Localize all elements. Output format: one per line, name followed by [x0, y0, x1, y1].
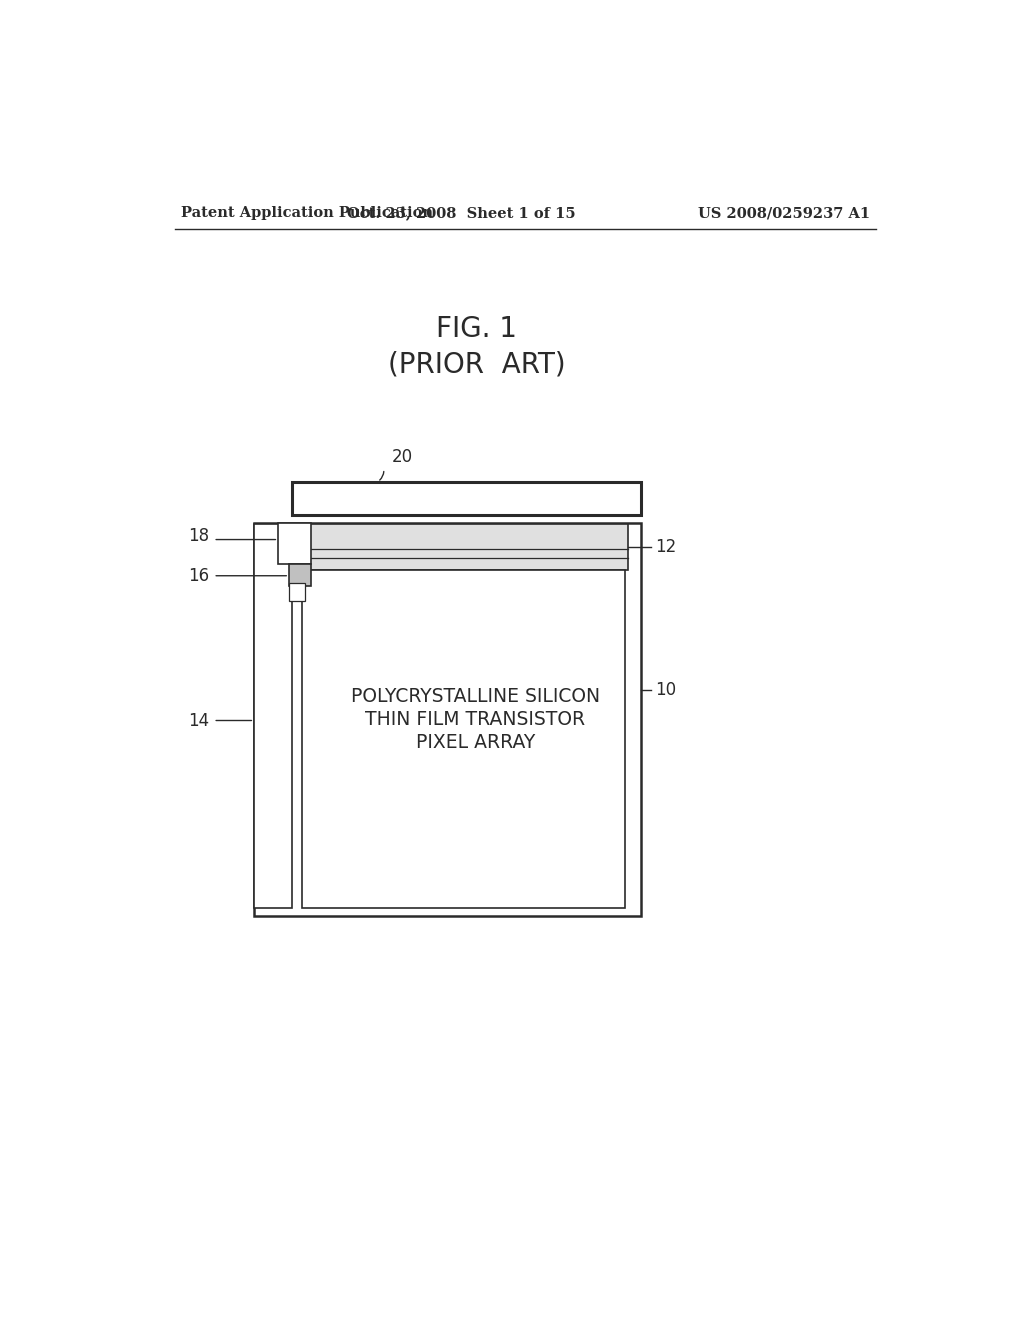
Text: 18: 18	[188, 527, 209, 545]
Text: 14: 14	[188, 711, 209, 730]
Bar	[289, 564, 311, 586]
Text: FIG. 1: FIG. 1	[436, 315, 517, 343]
Text: 12: 12	[655, 539, 676, 556]
Bar	[292, 482, 641, 515]
Bar	[254, 524, 641, 916]
Text: (PRIOR  ART): (PRIOR ART)	[388, 351, 565, 379]
Bar	[289, 583, 305, 601]
Bar	[302, 570, 625, 908]
Text: 20: 20	[391, 449, 413, 466]
Bar	[292, 524, 628, 570]
Text: POLYCRYSTALLINE SILICON: POLYCRYSTALLINE SILICON	[350, 688, 600, 706]
Text: THIN FILM TRANSISTOR: THIN FILM TRANSISTOR	[366, 710, 586, 729]
Bar	[254, 524, 292, 908]
Text: 10: 10	[655, 681, 676, 698]
Text: 16: 16	[188, 566, 209, 585]
Text: Oct. 23, 2008  Sheet 1 of 15: Oct. 23, 2008 Sheet 1 of 15	[347, 206, 575, 220]
Text: Patent Application Publication: Patent Application Publication	[180, 206, 433, 220]
Bar	[279, 523, 311, 564]
Text: PIXEL ARRAY: PIXEL ARRAY	[416, 734, 535, 752]
Text: US 2008/0259237 A1: US 2008/0259237 A1	[698, 206, 870, 220]
